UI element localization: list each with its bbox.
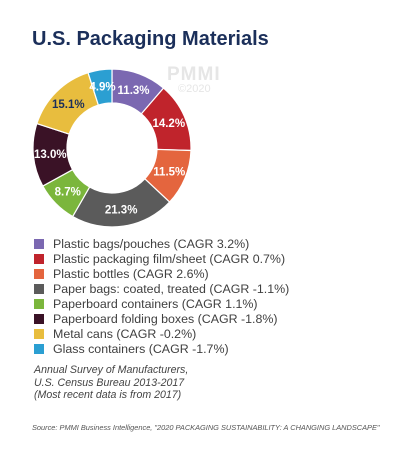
- legend-item: Plastic bags/pouches (CAGR 3.2%): [34, 236, 289, 251]
- legend-item: Plastic bottles (CAGR 2.6%): [34, 266, 289, 281]
- legend-label: Plastic bags/pouches (CAGR 3.2%): [53, 236, 250, 251]
- legend-swatch: [34, 253, 44, 264]
- legend-label: Paper bags: coated, treated (CAGR -1.1%): [53, 281, 290, 296]
- legend-item: Glass containers (CAGR -1.7%): [34, 342, 289, 357]
- source-line: Source: PMMI Business Intelligence, "202…: [32, 423, 380, 432]
- legend-label: Paperboard folding boxes (CAGR -1.8%): [53, 312, 278, 327]
- watermark-brand: PMMI: [167, 64, 221, 85]
- slice-value-label: 8.7%: [55, 186, 81, 198]
- legend-swatch: [34, 314, 44, 325]
- legend-item: Paperboard folding boxes (CAGR -1.8%): [34, 311, 289, 326]
- note-line: U.S. Census Bureau 2013-2017: [34, 376, 185, 389]
- legend-swatch: [34, 283, 44, 294]
- legend-item: Paper bags: coated, treated (CAGR -1.1%): [34, 281, 289, 296]
- legend-swatch: [34, 268, 44, 279]
- legend-label: Plastic packaging film/sheet (CAGR 0.7%): [53, 251, 286, 266]
- legend-swatch: [34, 298, 44, 309]
- chart-title: U.S. Packaging Materials: [32, 28, 269, 50]
- slice-value-label: 11.5%: [153, 167, 185, 179]
- legend-item: Plastic packaging film/sheet (CAGR 0.7%): [34, 251, 289, 266]
- slice-value-label: 11.3%: [118, 85, 150, 97]
- legend-item: Paperboard containers (CAGR 1.1%): [34, 296, 289, 311]
- watermark-year: ©2020: [178, 83, 211, 95]
- donut-slice-8: [87, 68, 113, 106]
- legend-label: Plastic bottles (CAGR 2.6%): [53, 266, 209, 281]
- slice-value-label: 4.9%: [89, 82, 115, 94]
- chart-legend: Plastic bags/pouches (CAGR 3.2%) Plastic …: [34, 236, 289, 357]
- slice-value-label: 13.0%: [34, 149, 67, 161]
- legend-label: Glass containers (CAGR -1.7%): [53, 342, 229, 357]
- note-line: (Most recent data is from 2017): [34, 389, 182, 402]
- legend-swatch: [34, 238, 44, 249]
- note-line: Annual Survey of Manufacturers,: [34, 364, 189, 376]
- legend-item: Metal cans (CAGR -0.2%): [34, 327, 289, 342]
- legend-label: Paperboard containers (CAGR 1.1%): [53, 296, 258, 311]
- slice-value-label: 14.2%: [152, 118, 185, 130]
- slice-value-label: 15.1%: [52, 99, 85, 111]
- slice-value-label: 21.3%: [105, 204, 138, 216]
- legend-swatch: [34, 344, 44, 355]
- legend-swatch: [34, 329, 44, 340]
- data-note: Annual Survey of Manufacturers, U.S. Cen…: [34, 364, 188, 402]
- legend-label: Metal cans (CAGR -0.2%): [53, 327, 197, 342]
